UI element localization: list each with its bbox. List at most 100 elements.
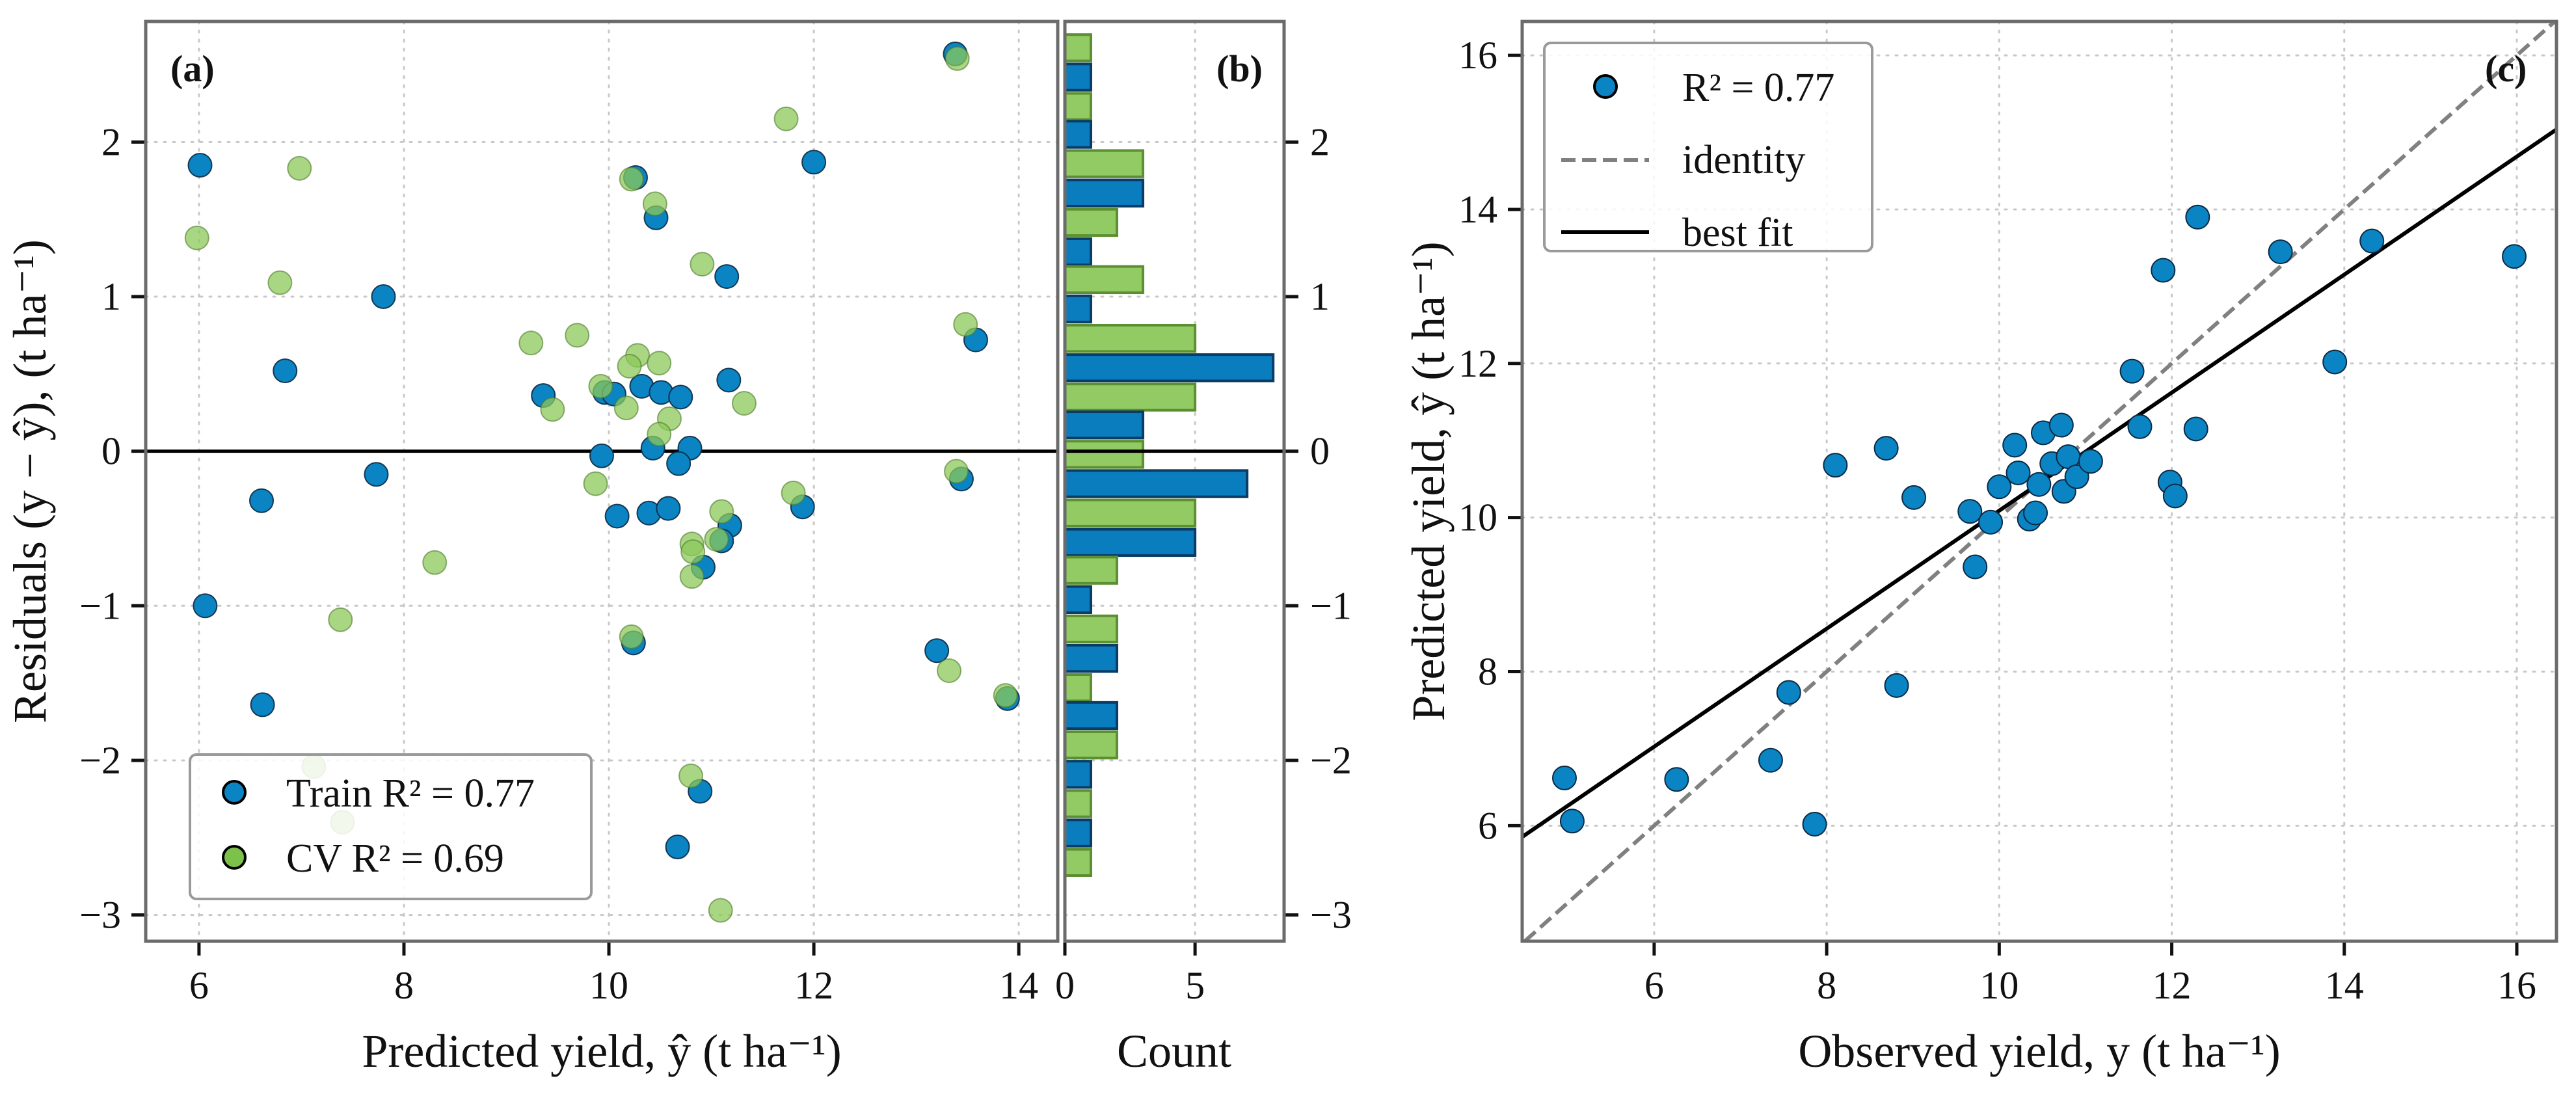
cv-point bbox=[993, 683, 1018, 708]
data-point bbox=[1987, 474, 2012, 500]
legend-cv-label: CV R² = 0.69 bbox=[286, 837, 504, 881]
cv-point bbox=[613, 395, 639, 421]
cv-histogram-bar bbox=[1064, 789, 1093, 818]
y-tick-label: 2 bbox=[101, 120, 121, 163]
data-point bbox=[1823, 453, 1848, 478]
cv-point bbox=[708, 898, 733, 923]
plot-frame bbox=[1520, 20, 2558, 943]
cv-histogram-bar bbox=[1064, 92, 1093, 121]
cv-point bbox=[328, 607, 353, 632]
cv-histogram-bar bbox=[1064, 673, 1093, 703]
cv-point bbox=[267, 270, 293, 295]
data-point bbox=[2151, 258, 2176, 283]
panel-b-tag: (b) bbox=[1216, 47, 1263, 90]
y-tick-label: −3 bbox=[79, 894, 121, 937]
data-point bbox=[2268, 239, 2293, 265]
cv-point bbox=[588, 373, 613, 399]
data-point bbox=[1664, 767, 1689, 792]
x-tick-label: 12 bbox=[794, 964, 833, 1007]
cv-point bbox=[781, 480, 806, 505]
cv-point bbox=[647, 422, 672, 447]
y-tick-label: 0 bbox=[1310, 430, 1330, 473]
x-tick-label: 5 bbox=[1185, 964, 1205, 1007]
y-tick-label: 8 bbox=[1478, 650, 1497, 693]
y-tick-label: 1 bbox=[101, 275, 121, 318]
plot-frame bbox=[1063, 20, 1286, 943]
x-tick-label: 0 bbox=[1055, 964, 1075, 1007]
train-histogram-bar bbox=[1064, 585, 1093, 614]
data-point bbox=[2162, 483, 2188, 509]
cv-histogram-bar bbox=[1064, 614, 1119, 644]
cv-histogram-bar bbox=[1064, 265, 1145, 295]
cv-point bbox=[945, 46, 970, 72]
panel-c-observed-vs-predicted: 6 8 10 12 14 16 6 8 10 12 14 16 bbox=[1458, 20, 2558, 1007]
panel-b-x-axis-label: Count bbox=[1117, 1025, 1231, 1077]
train-histogram-bar bbox=[1064, 353, 1275, 382]
cv-histogram-bar bbox=[1064, 556, 1119, 585]
y-tick-label: −1 bbox=[1310, 584, 1352, 627]
y-tick-label: 12 bbox=[1458, 342, 1497, 385]
cv-histogram-bar bbox=[1064, 382, 1197, 412]
cv-histogram-bar bbox=[1064, 730, 1119, 760]
y-tick-label: 10 bbox=[1458, 496, 1497, 539]
train-histogram-bar bbox=[1064, 469, 1249, 498]
cv-histogram-bar bbox=[1064, 33, 1093, 62]
panel-a-tag: (a) bbox=[170, 47, 215, 90]
y-tick-label: 14 bbox=[1458, 188, 1497, 231]
panel-a-legend: Train R² = 0.77 CV R² = 0.69 bbox=[189, 753, 593, 900]
train-point bbox=[604, 503, 630, 529]
cv-histogram-bar bbox=[1064, 498, 1197, 528]
legend-cv-marker bbox=[222, 845, 247, 870]
cv-point bbox=[565, 323, 590, 348]
train-histogram-bar bbox=[1064, 528, 1197, 557]
x-tick-label: 16 bbox=[2497, 964, 2536, 1007]
data-point bbox=[2064, 464, 2089, 489]
cv-point bbox=[704, 527, 729, 552]
cv-point bbox=[642, 191, 667, 217]
plot-frame bbox=[144, 20, 1060, 943]
cv-point bbox=[647, 351, 672, 376]
data-point bbox=[2127, 414, 2153, 439]
cv-point bbox=[944, 459, 969, 484]
x-tick-label: 14 bbox=[999, 964, 1038, 1007]
data-point bbox=[1884, 673, 1909, 698]
panel-c-tag: (c) bbox=[2485, 47, 2527, 90]
cv-histogram-bar bbox=[1064, 323, 1197, 353]
train-histogram-bar bbox=[1064, 410, 1145, 440]
train-point bbox=[668, 384, 693, 410]
cv-histogram-bar bbox=[1064, 848, 1093, 877]
data-point bbox=[1802, 811, 1827, 837]
train-point bbox=[364, 462, 389, 487]
train-point bbox=[656, 496, 681, 521]
legend-r2-label: R² = 0.77 bbox=[1682, 66, 1834, 110]
cv-point bbox=[953, 312, 978, 337]
train-histogram-bar bbox=[1064, 701, 1119, 730]
cv-point bbox=[678, 763, 704, 788]
cv-point bbox=[680, 539, 706, 565]
x-tick-label: 12 bbox=[2153, 964, 2192, 1007]
cv-point bbox=[709, 499, 734, 524]
data-point bbox=[1559, 809, 1585, 834]
cv-point bbox=[583, 471, 608, 496]
cv-point bbox=[518, 330, 544, 356]
x-tick-label: 14 bbox=[2325, 964, 2364, 1007]
cv-point bbox=[690, 252, 715, 277]
data-point bbox=[1978, 509, 2004, 535]
data-point bbox=[1776, 680, 1801, 705]
train-point bbox=[666, 451, 691, 476]
data-point bbox=[2078, 449, 2103, 474]
data-point bbox=[1758, 747, 1783, 773]
train-point bbox=[187, 153, 213, 178]
cv-histogram-bar bbox=[1064, 149, 1145, 178]
cv-point bbox=[619, 624, 644, 649]
x-tick-label: 10 bbox=[589, 964, 628, 1007]
train-histogram-bar bbox=[1064, 62, 1093, 92]
train-histogram-bar bbox=[1064, 818, 1093, 848]
data-point bbox=[1901, 485, 1927, 510]
cv-point bbox=[773, 106, 799, 131]
data-point bbox=[1963, 554, 1988, 580]
x-tick-label: 6 bbox=[1644, 964, 1664, 1007]
train-point bbox=[193, 593, 218, 619]
data-point bbox=[1551, 765, 1577, 790]
